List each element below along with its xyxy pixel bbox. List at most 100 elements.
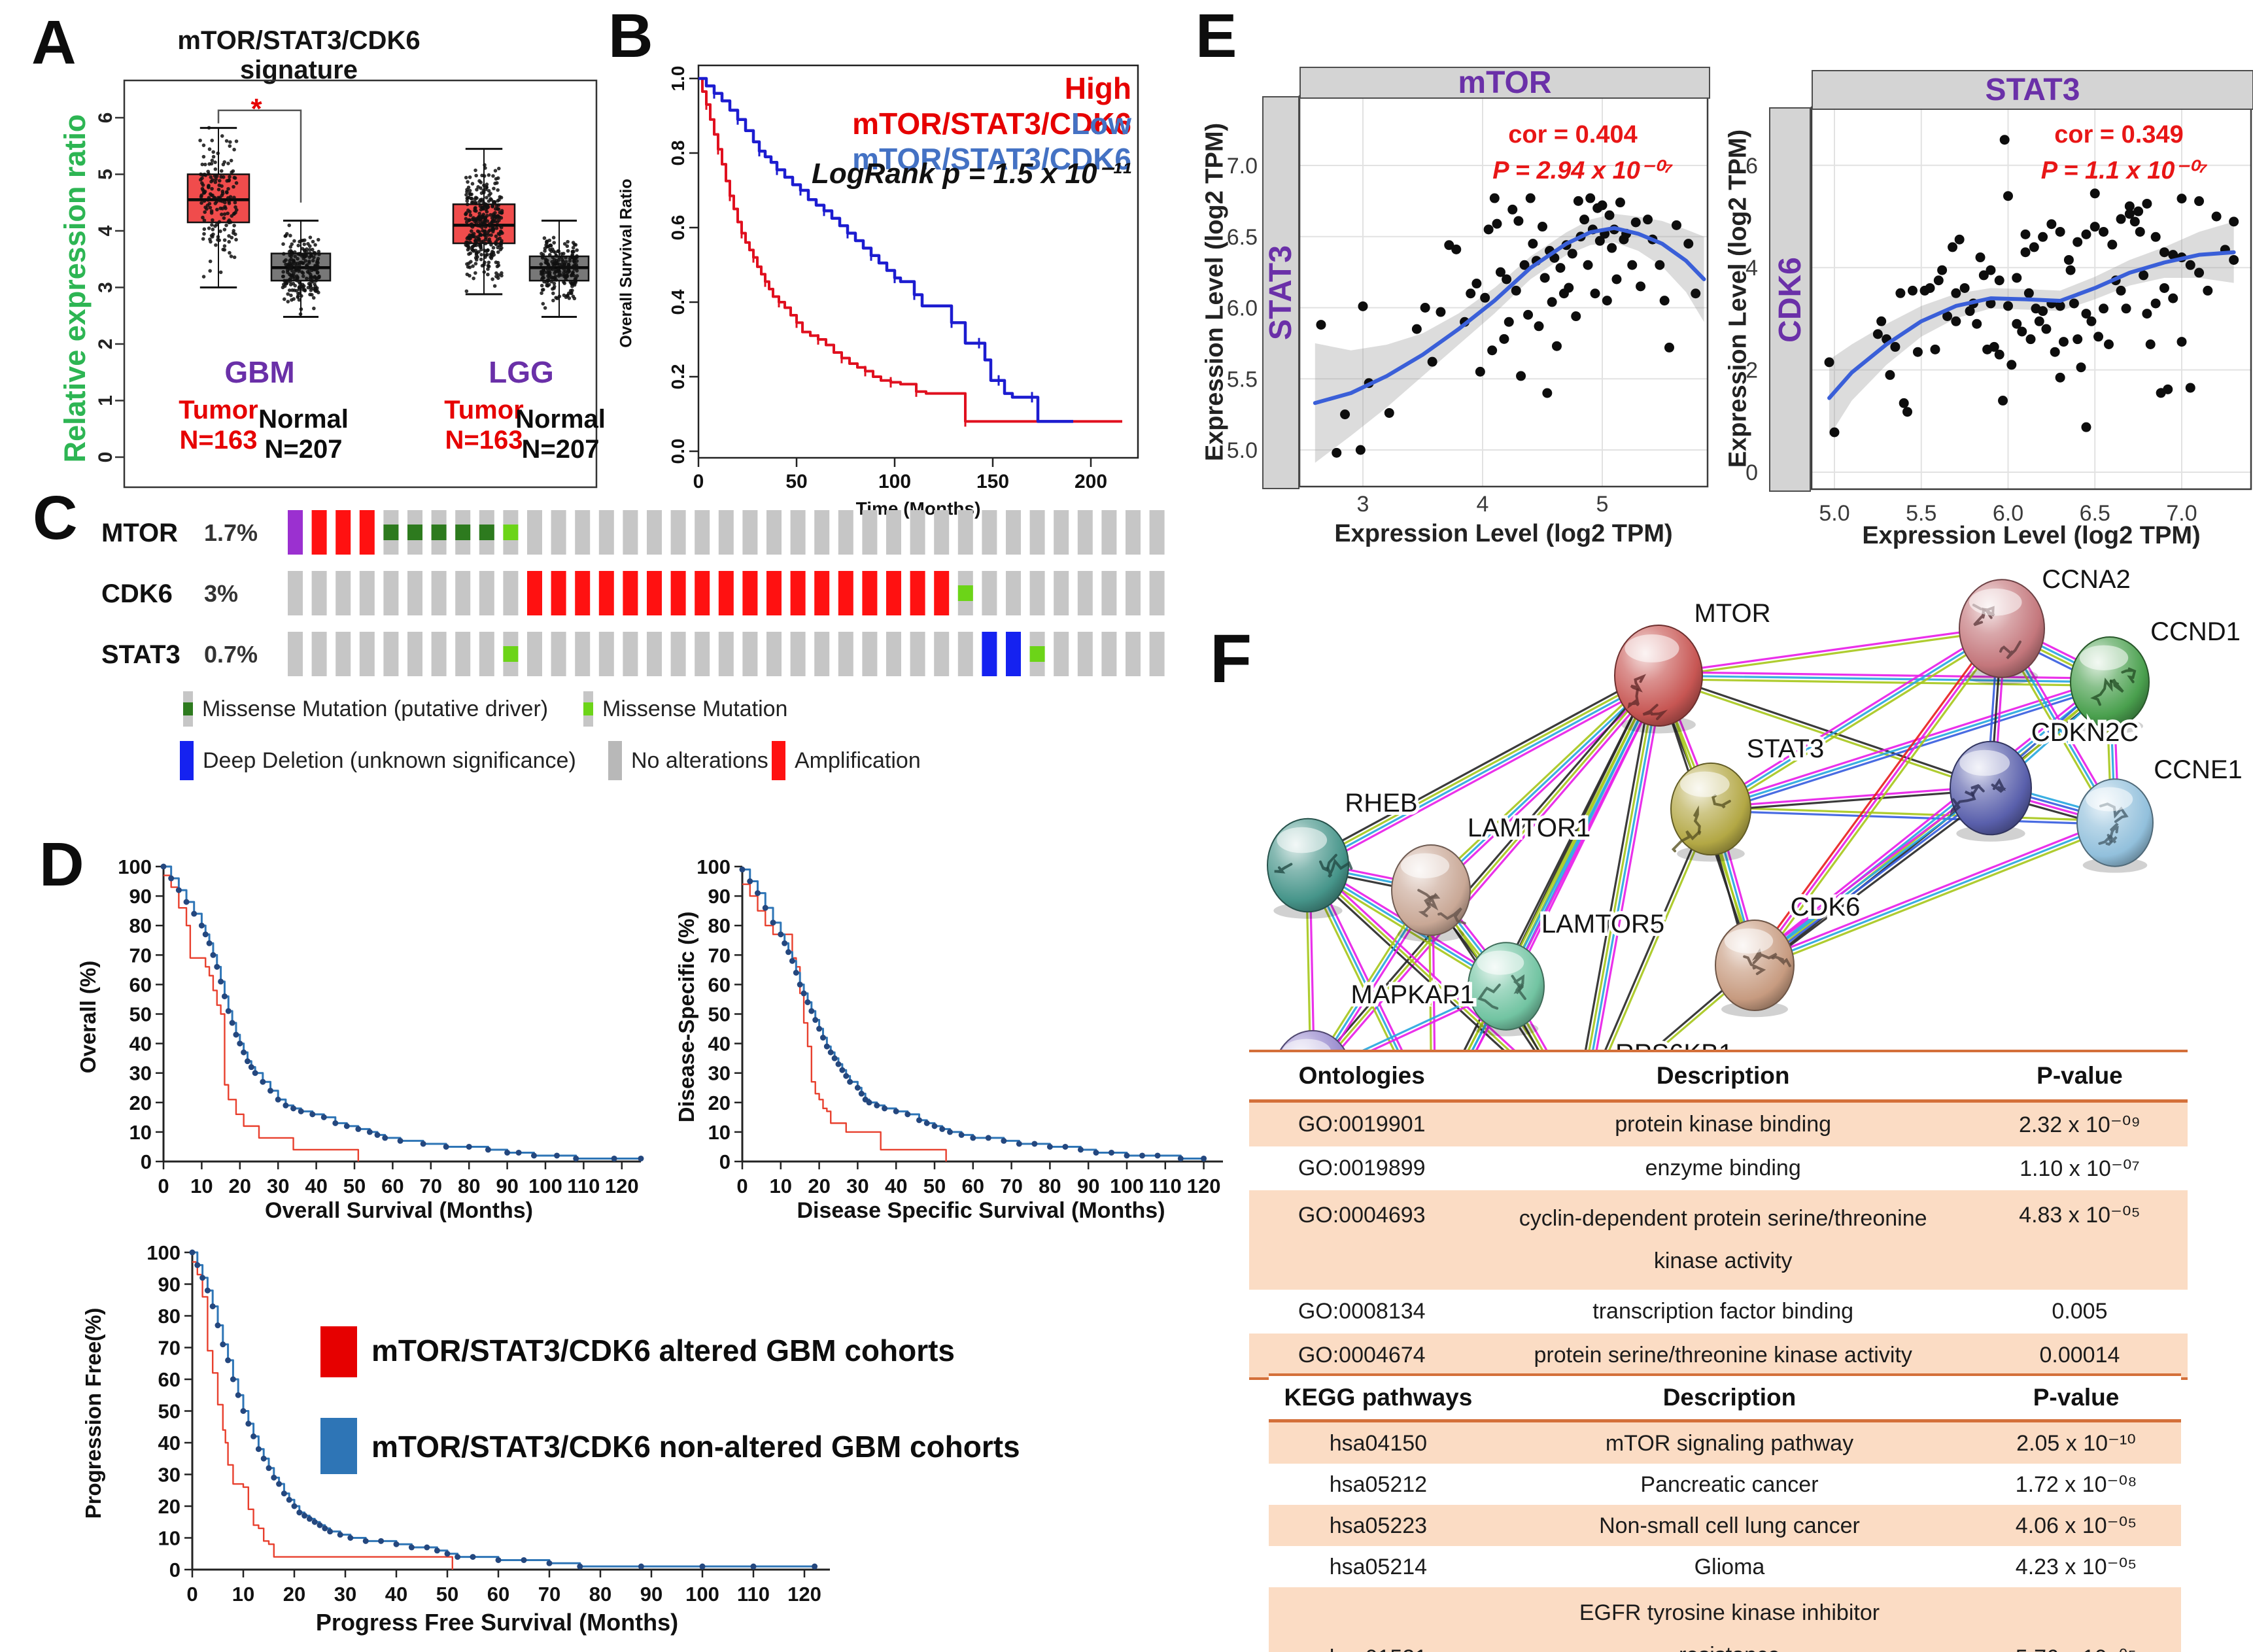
edge-STAT3-CDKN2C <box>1711 789 1991 812</box>
oncoprint-cell <box>647 632 662 676</box>
D2-xtick: 60 <box>962 1175 984 1197</box>
oncoprint-cell <box>838 571 853 615</box>
oncoprint-cell <box>335 510 351 555</box>
table-header-row: KEGG pathways Description P-value <box>1269 1376 2181 1419</box>
oncoprint-cell <box>695 510 710 555</box>
D1-ytick: 100 <box>118 855 152 878</box>
oncoprint-cell <box>1101 571 1117 615</box>
facet2-top-strip: STAT3 <box>1812 70 2253 110</box>
oncoprint-cell <box>1077 632 1093 676</box>
table-row: GO:0004674 protein serine/threonine kinas… <box>1249 1334 2188 1377</box>
mutation-square <box>503 646 519 662</box>
string-network-svg: MTORSTAT3CDK6RHEBLAMTOR1LAMTOR5MAPKAP1RI… <box>1267 562 2246 1176</box>
oncoprint-svg: MTOR 1.7% CDK6 3% STAT3 0.7% <box>101 510 1165 676</box>
D2-xtick: 90 <box>1077 1175 1099 1197</box>
d-legend-swatch-altered <box>320 1326 357 1377</box>
D1-xtick: 120 <box>605 1175 639 1197</box>
D1-ytick: 50 <box>129 1003 152 1026</box>
oncoprint-cell <box>575 632 591 676</box>
D3-ytick: 30 <box>158 1464 181 1487</box>
D3-ytick: 100 <box>146 1241 181 1264</box>
oncoprint-cell <box>957 632 973 676</box>
table-cell-pvalue: 5.76 x 10⁻⁰⁵ <box>1971 1587 2181 1652</box>
b-ytick: 0.6 <box>668 215 688 241</box>
edge-CDK6-CCNA2 <box>1751 625 2000 964</box>
oncoprint-legend-item: Missense Mutation <box>583 691 787 727</box>
oncoprint-cell <box>790 632 806 676</box>
n-label: Tumor <box>179 396 258 424</box>
km-curve <box>163 865 641 1160</box>
oncoprint-cell <box>1126 571 1141 615</box>
oncoprint-cell <box>311 510 327 555</box>
mutation-square <box>407 525 422 540</box>
facet2-cor: cor = 0.349 <box>2054 121 2184 148</box>
D2-ytick: 30 <box>708 1062 731 1085</box>
oncoprint-cell <box>910 571 925 615</box>
oncoprint-cell <box>623 510 638 555</box>
b-xtick: 100 <box>878 471 911 492</box>
D2-xtick: 100 <box>1110 1175 1144 1197</box>
oncoprint-legend-label: No alterations <box>631 748 768 773</box>
oncoprint-cell <box>1126 632 1141 676</box>
edge-CDK6-CCNA2 <box>1753 628 2003 966</box>
facet1-xlabel: Expression Level (log2 TPM) <box>1334 520 1673 547</box>
panel-d: D 0 10 20 30 40 50 60 70 80 90 100 0 10 20 30 40 50 60 70 8… <box>26 824 1269 1652</box>
table-cell-pvalue: 1.10 x 10⁻⁰⁷ <box>2020 1156 2140 1181</box>
oncoprint-cell <box>982 632 997 676</box>
km-plot-border <box>697 64 1139 459</box>
edge-MTOR-MAPKAP1 <box>1314 677 1662 1079</box>
edge-MTOR-MAPKAP1 <box>1309 672 1657 1075</box>
oncoprint-cell <box>790 510 806 555</box>
E2-xtick: 6.5 <box>2080 501 2110 526</box>
panel-c-letter: C <box>33 483 78 553</box>
oncoprint-cell <box>1054 571 1069 615</box>
facet1-pvalue: P = 2.94 x 10⁻⁰⁷ <box>1492 157 1673 184</box>
panel-f: F MTOR STAT3 CDK6 RHEB LAMTOR1 LAMTOR5 MAPKAP1… <box>1190 562 2253 1652</box>
oncoprint-cell <box>455 632 471 676</box>
table-cell-pvalue: 0.00014 <box>2039 1343 2120 1368</box>
facet1-ylabel: Expression Level (log2 TPM) <box>1201 122 1229 462</box>
oncoprint-legend-label: Amplification <box>795 748 921 773</box>
E1-ytick: 6.0 <box>1227 296 1258 321</box>
oncoprint-cell <box>1029 510 1045 555</box>
a-ytick: 5 <box>95 169 116 180</box>
oncoprint-legend-item: Missense Mutation (putative driver) <box>183 691 548 727</box>
oncoprint-cell <box>957 510 973 555</box>
D3-xtick: 110 <box>737 1583 770 1606</box>
D3-xtick: 50 <box>436 1583 458 1606</box>
D3-xtick: 60 <box>487 1583 509 1606</box>
D3-ytick: 60 <box>158 1368 181 1391</box>
km-curve <box>163 874 360 1162</box>
boxplot-border <box>123 79 598 489</box>
table-cell-id: GO:0004693 <box>1298 1202 1426 1228</box>
b-ytick: 1.0 <box>668 66 688 92</box>
oncoprint-cell <box>575 571 591 615</box>
table-row: hsa05212 Pancreatic cancer 1.72 x 10⁻⁰⁸ <box>1269 1464 2181 1505</box>
oncoprint-legend-item: Deep Deletion (unknown significance) <box>180 741 576 780</box>
oncoprint-cell <box>982 571 997 615</box>
table-cell-id: GO:0004674 <box>1298 1343 1426 1368</box>
oncoprint-legend-label: Missense Mutation (putative driver) <box>202 696 549 721</box>
table-header: Description <box>1656 1062 1790 1089</box>
oncoprint-cell <box>1006 510 1021 555</box>
oncoprint-cell <box>838 632 853 676</box>
facet2-top-label: STAT3 <box>1985 73 2080 107</box>
mutation-square <box>957 585 973 601</box>
km-curve <box>192 1261 453 1570</box>
table-row: GO:0019901 protein kinase binding 2.32 x 1… <box>1249 1103 2188 1146</box>
node-label-CDK6: CDK6 <box>1791 893 1861 921</box>
D3-xtick: 90 <box>640 1583 662 1606</box>
D2-xtick: 40 <box>885 1175 907 1197</box>
node-label-CCNA2: CCNA2 <box>2042 565 2131 594</box>
km-curve <box>742 869 1204 1160</box>
legend-swatch-bar_blue <box>180 741 194 780</box>
D1-ytick: 40 <box>129 1033 152 1056</box>
table-cell-pvalue: 4.06 x 10⁻⁰⁵ <box>2015 1513 2137 1539</box>
oncoprint-cell <box>1029 571 1045 615</box>
n-label: N=207 <box>522 435 600 464</box>
mutation-square <box>383 525 399 540</box>
D3-ytick: 70 <box>158 1337 181 1360</box>
pct-label-MTOR: 1.7% <box>204 519 258 546</box>
